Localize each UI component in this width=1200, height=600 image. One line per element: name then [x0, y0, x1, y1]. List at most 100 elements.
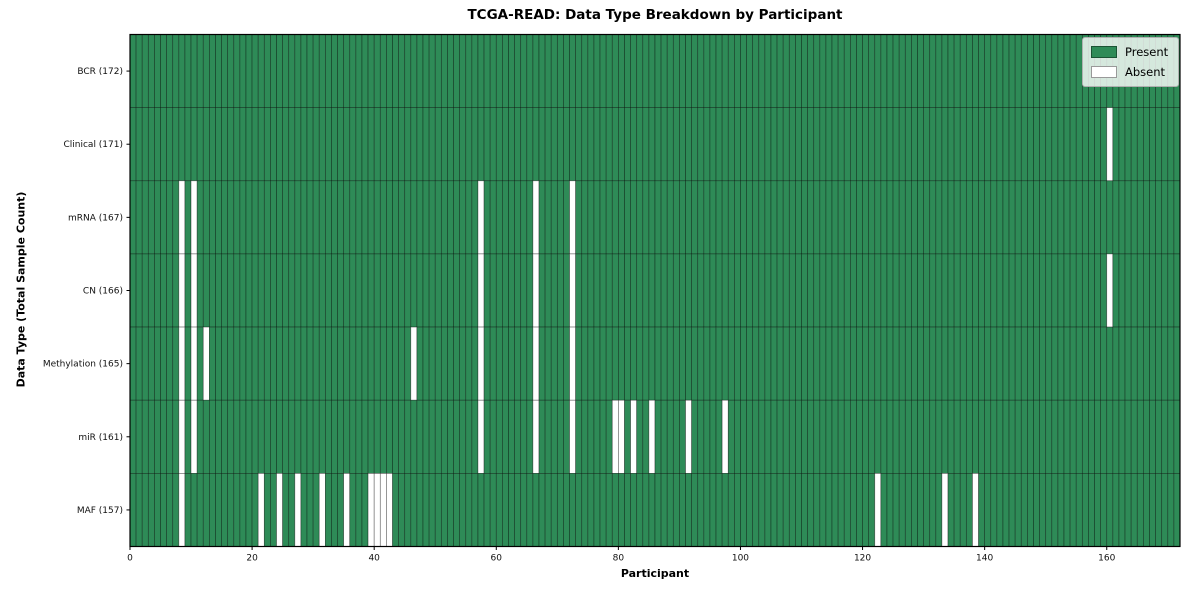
heatmap-cell	[294, 253, 302, 328]
heatmap-cell	[569, 253, 576, 328]
heatmap-cell	[172, 399, 180, 474]
heatmap-cell	[1173, 326, 1181, 401]
heatmap-cell	[1118, 473, 1126, 547]
heatmap-cell	[593, 399, 601, 474]
heatmap-cell	[837, 34, 845, 108]
heatmap-cell	[202, 473, 210, 547]
heatmap-cell	[514, 180, 522, 255]
heatmap-cell	[1112, 180, 1120, 255]
heatmap-cell	[318, 107, 326, 182]
heatmap-cell	[1130, 473, 1138, 547]
heatmap-cell	[1002, 326, 1010, 401]
heatmap-cell	[1051, 107, 1059, 182]
heatmap-cell	[282, 473, 290, 547]
heatmap-cell	[1002, 180, 1010, 255]
heatmap-cell	[947, 107, 955, 182]
heatmap-cell	[465, 399, 473, 474]
heatmap-cell	[898, 253, 906, 328]
heatmap-cell	[154, 326, 161, 401]
heatmap-cell	[209, 473, 216, 547]
heatmap-cell	[483, 107, 491, 182]
heatmap-cell	[477, 399, 485, 474]
heatmap-cell	[343, 326, 351, 401]
heatmap-cell	[1094, 326, 1101, 401]
heatmap-cell	[245, 180, 253, 255]
heatmap-cell	[776, 180, 784, 255]
heatmap-row	[129, 107, 1181, 182]
heatmap-cell	[233, 326, 241, 401]
heatmap-cell	[483, 399, 491, 474]
heatmap-cell	[709, 180, 717, 255]
heatmap-cell	[465, 473, 473, 547]
heatmap-cell	[196, 180, 204, 255]
heatmap-cell	[331, 326, 338, 401]
heatmap-cell	[263, 180, 271, 255]
heatmap-cell	[1088, 326, 1095, 401]
heatmap-cell	[1045, 473, 1053, 547]
heatmap-cell	[984, 34, 992, 108]
heatmap-row	[129, 399, 1181, 474]
heatmap-cell	[923, 473, 931, 547]
heatmap-cell	[349, 399, 357, 474]
heatmap-cell	[697, 107, 705, 182]
heatmap-cell	[911, 34, 918, 108]
heatmap-cell	[300, 399, 308, 474]
heatmap-cell	[911, 473, 918, 547]
heatmap-cell	[563, 326, 570, 401]
heatmap-cell	[386, 326, 393, 401]
heatmap-cell	[251, 180, 259, 255]
heatmap-cell	[1118, 180, 1126, 255]
heatmap-cell	[355, 326, 363, 401]
heatmap-cell	[453, 399, 461, 474]
heatmap-cell	[611, 180, 619, 255]
heatmap-cell	[862, 180, 870, 255]
heatmap-cell	[233, 253, 241, 328]
heatmap-cell	[813, 326, 821, 401]
heatmap-cell	[373, 107, 381, 182]
heatmap-cell	[129, 34, 137, 108]
heatmap-cell	[1155, 107, 1163, 182]
heatmap-cell	[874, 34, 882, 108]
heatmap-cell	[404, 473, 412, 547]
heatmap-cell	[343, 473, 351, 547]
heatmap-cell	[312, 399, 320, 474]
heatmap-cell	[147, 34, 155, 108]
heatmap-cell	[770, 107, 778, 182]
heatmap-cell	[1136, 253, 1144, 328]
heatmap-cell	[154, 34, 161, 108]
heatmap-cell	[386, 180, 393, 255]
heatmap-cell	[440, 326, 448, 401]
heatmap-cell	[422, 399, 430, 474]
heatmap-cell	[965, 180, 973, 255]
heatmap-cell	[746, 253, 754, 328]
heatmap-cell	[904, 473, 912, 547]
heatmap-cell	[618, 326, 625, 401]
heatmap-cell	[1051, 473, 1059, 547]
heatmap-cell	[1161, 473, 1169, 547]
heatmap-cell	[593, 253, 601, 328]
heatmap-cell	[1094, 253, 1101, 328]
heatmap-cell	[740, 399, 747, 474]
heatmap-cell	[892, 180, 900, 255]
heatmap-cell	[227, 326, 235, 401]
heatmap-cell	[807, 326, 815, 401]
heatmap-cell	[953, 473, 961, 547]
heatmap-cell	[813, 399, 821, 474]
heatmap-cell	[422, 473, 430, 547]
heatmap-cell	[520, 326, 528, 401]
heatmap-cell	[221, 473, 229, 547]
heatmap-cell	[312, 180, 320, 255]
heatmap-cell	[172, 180, 180, 255]
heatmap-cell	[147, 473, 155, 547]
heatmap-cell	[788, 326, 796, 401]
heatmap-cell	[288, 253, 296, 328]
heatmap-cell	[691, 34, 699, 108]
heatmap-cell	[428, 180, 436, 255]
heatmap-cell	[1027, 34, 1034, 108]
heatmap-cell	[373, 34, 381, 108]
heatmap-cell	[373, 473, 381, 547]
heatmap-cell	[727, 107, 735, 182]
heatmap-cell	[129, 399, 137, 474]
heatmap-cell	[941, 253, 949, 328]
heatmap-cell	[502, 253, 509, 328]
